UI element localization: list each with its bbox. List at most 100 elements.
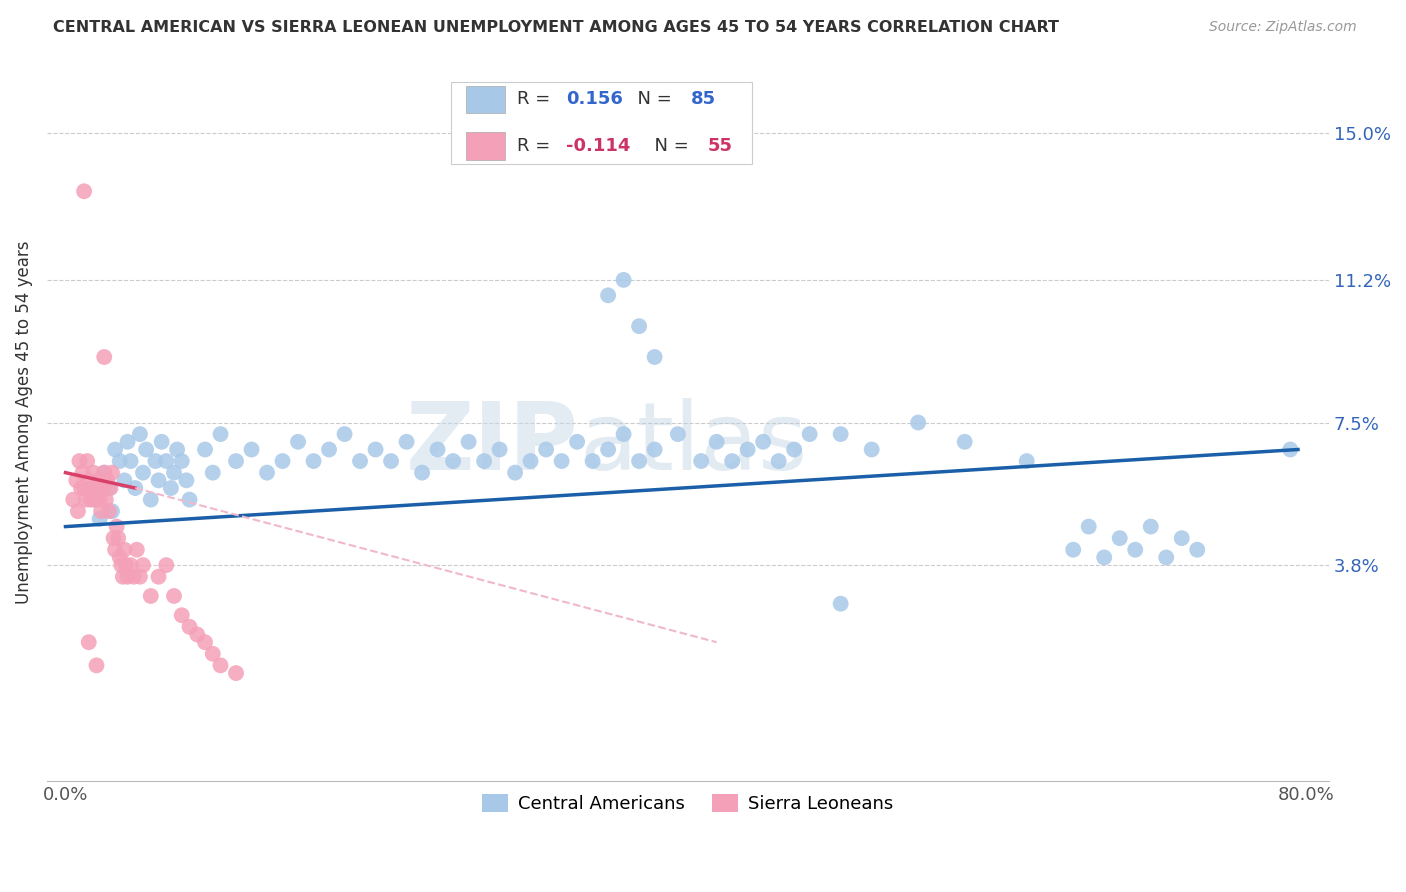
- Point: [93, 466, 115, 480]
- Point: [170, 454, 193, 468]
- Point: [69, 454, 91, 468]
- Point: [76, 454, 98, 468]
- Point: [82, 466, 104, 480]
- Point: [112, 474, 135, 488]
- Point: [1170, 531, 1192, 545]
- Text: 55: 55: [707, 136, 733, 155]
- Point: [628, 319, 651, 334]
- Point: [97, 481, 120, 495]
- Point: [80, 481, 103, 495]
- Point: [108, 454, 131, 468]
- Point: [72, 466, 94, 480]
- FancyBboxPatch shape: [467, 132, 505, 160]
- Point: [120, 454, 142, 468]
- Point: [426, 442, 449, 457]
- Point: [148, 570, 170, 584]
- Point: [201, 466, 224, 480]
- Point: [96, 474, 118, 488]
- Point: [1139, 519, 1161, 533]
- Point: [598, 442, 620, 457]
- Point: [1077, 519, 1099, 533]
- Point: [129, 570, 152, 584]
- Point: [318, 442, 340, 457]
- Point: [706, 434, 728, 449]
- Text: N =: N =: [643, 136, 695, 155]
- Point: [170, 608, 193, 623]
- Point: [148, 474, 170, 488]
- Point: [519, 454, 541, 468]
- Point: [256, 466, 278, 480]
- Point: [65, 474, 87, 488]
- Point: [1062, 542, 1084, 557]
- Point: [364, 442, 387, 457]
- Text: -0.114: -0.114: [567, 136, 630, 155]
- Point: [132, 466, 155, 480]
- Point: [411, 466, 433, 480]
- Point: [93, 466, 115, 480]
- Point: [117, 570, 139, 584]
- Point: [783, 442, 806, 457]
- Point: [90, 504, 112, 518]
- Point: [117, 434, 139, 449]
- Point: [135, 442, 157, 457]
- Point: [77, 635, 100, 649]
- Point: [82, 492, 104, 507]
- FancyBboxPatch shape: [467, 86, 505, 113]
- Point: [302, 454, 325, 468]
- Point: [628, 454, 651, 468]
- Point: [1154, 550, 1177, 565]
- Point: [349, 454, 371, 468]
- Point: [225, 666, 247, 681]
- Point: [101, 466, 124, 480]
- Point: [110, 558, 132, 573]
- Point: [201, 647, 224, 661]
- FancyBboxPatch shape: [451, 82, 752, 164]
- Point: [534, 442, 557, 457]
- Point: [287, 434, 309, 449]
- Point: [179, 620, 201, 634]
- Point: [1015, 454, 1038, 468]
- Text: atlas: atlas: [579, 398, 807, 490]
- Point: [77, 474, 100, 488]
- Point: [132, 558, 155, 573]
- Point: [380, 454, 402, 468]
- Point: [613, 427, 636, 442]
- Point: [225, 454, 247, 468]
- Point: [457, 434, 479, 449]
- Point: [194, 635, 217, 649]
- Point: [155, 558, 177, 573]
- Point: [690, 454, 713, 468]
- Point: [120, 558, 142, 573]
- Point: [1123, 542, 1146, 557]
- Point: [145, 454, 167, 468]
- Point: [441, 454, 464, 468]
- Point: [240, 442, 263, 457]
- Point: [395, 434, 418, 449]
- Point: [163, 466, 186, 480]
- Point: [66, 504, 89, 518]
- Point: [73, 184, 96, 198]
- Point: [86, 658, 108, 673]
- Point: [550, 454, 572, 468]
- Point: [87, 474, 110, 488]
- Point: [94, 492, 117, 507]
- Point: [93, 350, 115, 364]
- Point: [186, 627, 208, 641]
- Point: [108, 550, 131, 565]
- Point: [97, 504, 120, 518]
- Point: [752, 434, 775, 449]
- Y-axis label: Unemployment Among Ages 45 to 54 years: Unemployment Among Ages 45 to 54 years: [15, 241, 32, 604]
- Point: [799, 427, 821, 442]
- Point: [75, 492, 97, 507]
- Point: [160, 481, 183, 495]
- Point: [209, 427, 232, 442]
- Point: [105, 519, 128, 533]
- Point: [860, 442, 883, 457]
- Point: [107, 531, 129, 545]
- Point: [1108, 531, 1130, 545]
- Point: [333, 427, 356, 442]
- Point: [768, 454, 790, 468]
- Point: [194, 442, 217, 457]
- Point: [179, 492, 201, 507]
- Point: [1187, 542, 1209, 557]
